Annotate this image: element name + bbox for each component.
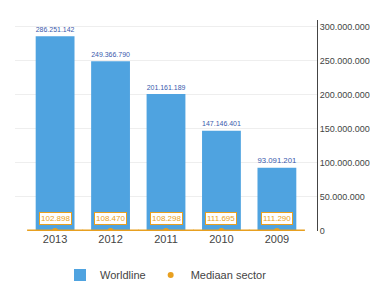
svg-text:2011: 2011: [154, 233, 178, 245]
svg-text:201.161.189: 201.161.189: [147, 84, 186, 91]
svg-text:100.000.000: 100.000.000: [320, 158, 370, 168]
svg-text:2012: 2012: [98, 233, 122, 245]
svg-text:250.000.000: 250.000.000: [320, 56, 370, 66]
svg-text:93.091.201: 93.091.201: [258, 156, 297, 165]
svg-text:2010: 2010: [209, 233, 233, 245]
svg-text:300.000.000: 300.000.000: [320, 22, 370, 32]
svg-text:200.000.000: 200.000.000: [320, 90, 370, 100]
svg-text:2009: 2009: [265, 233, 289, 245]
svg-text:102.898: 102.898: [41, 214, 70, 223]
svg-text:50.000.000: 50.000.000: [320, 192, 365, 202]
svg-text:249.366.790: 249.366.790: [91, 51, 130, 58]
svg-text:286.251.142: 286.251.142: [36, 26, 75, 33]
svg-text:Mediaan sector: Mediaan sector: [191, 269, 267, 281]
svg-text:2013: 2013: [43, 233, 67, 245]
svg-text:111.290: 111.290: [263, 214, 291, 223]
svg-text:108.470: 108.470: [96, 214, 125, 223]
svg-text:108.298: 108.298: [152, 214, 181, 223]
svg-text:111.695: 111.695: [207, 214, 235, 223]
svg-text:0: 0: [320, 226, 325, 236]
svg-text:150.000.000: 150.000.000: [320, 124, 370, 134]
svg-text:Worldline: Worldline: [100, 269, 146, 281]
svg-text:147.146.401: 147.146.401: [202, 120, 241, 127]
